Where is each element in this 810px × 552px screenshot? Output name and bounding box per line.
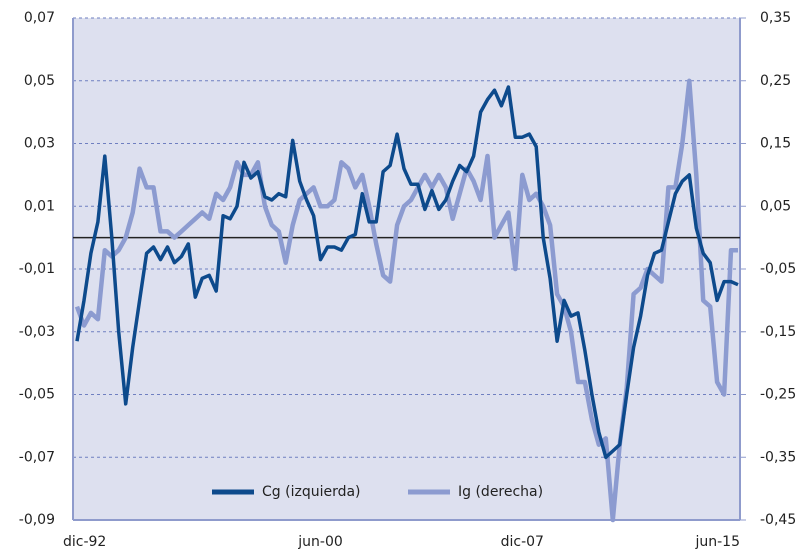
series-line — [74, 78, 738, 523]
y-tick-label: -0,07 — [19, 449, 55, 465]
x-tick-label: jun-00 — [297, 534, 343, 550]
y-tick-label: -0,03 — [19, 324, 55, 340]
x-tick-label: dic-92 — [63, 534, 106, 550]
y2-tick-label: 0,05 — [760, 198, 791, 214]
legend-label: Cg (izquierda) — [262, 484, 361, 500]
y2-tick-label: -0,45 — [760, 512, 796, 528]
legend-label: Ig (derecha) — [458, 484, 543, 500]
y-tick-label: 0,07 — [24, 10, 55, 26]
x-tick-label: dic-07 — [501, 534, 544, 550]
y2-tick-label: -0,15 — [760, 324, 796, 340]
y-tick-label: -0,05 — [19, 387, 55, 403]
y-tick-label: -0,09 — [19, 512, 55, 528]
y2-tick-label: -0,05 — [760, 261, 796, 277]
y2-tick-label: -0,35 — [760, 449, 796, 465]
series-line — [75, 85, 739, 460]
y2-tick-label: -0,25 — [760, 387, 796, 403]
x-tick-label: jun-15 — [694, 534, 740, 550]
y-tick-label: 0,05 — [24, 73, 55, 89]
y2-tick-label: 0,35 — [760, 10, 791, 26]
y-tick-label: 0,03 — [24, 136, 55, 152]
y-tick-label: -0,01 — [19, 261, 55, 277]
y-tick-label: 0,01 — [24, 198, 55, 214]
plot-area — [73, 18, 740, 520]
y2-tick-label: 0,25 — [760, 73, 791, 89]
y2-tick-label: 0,15 — [760, 136, 791, 152]
